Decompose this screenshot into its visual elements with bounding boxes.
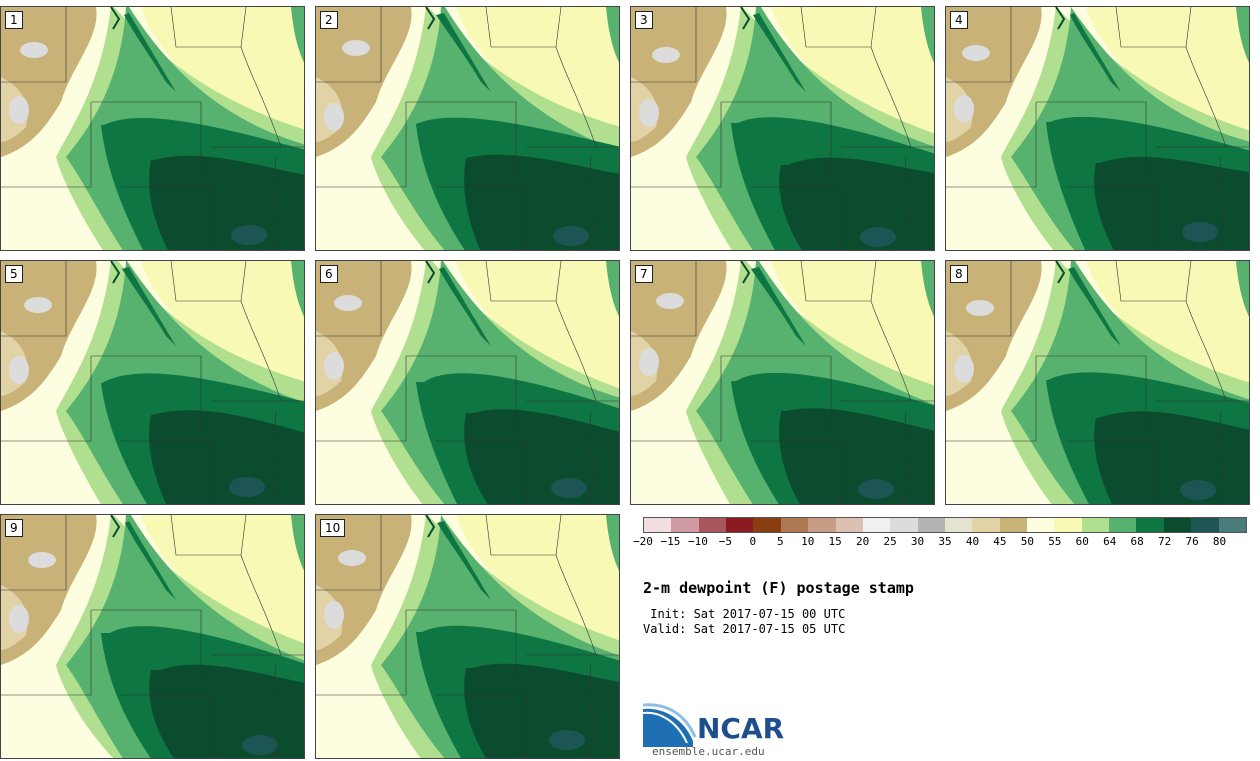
dewpoint-map [631, 261, 934, 504]
colorbar-swatch [862, 518, 891, 532]
colorbar-tick-label: 76 [1185, 535, 1199, 548]
colorbar-labels: −20 −15 −10 −5 0 5 10 15 20 25 30 35 40 45 50 55 60 64 68 7… [633, 535, 1247, 551]
colorbar-swatch [1109, 518, 1137, 532]
colorbar-tick-label: 25 [883, 535, 897, 548]
colorbar-tick-label: 55 [1048, 535, 1062, 548]
colorbar-swatch [671, 518, 699, 532]
stamp-panel-2: 2 [315, 6, 620, 251]
colorbar-swatch [1191, 518, 1219, 532]
colorbar-swatch [753, 518, 781, 532]
dewpoint-map [316, 515, 619, 758]
colorbar-tick-label: 10 [801, 535, 815, 548]
logo-text: NCAR [697, 712, 785, 745]
colorbar-swatch [1218, 518, 1246, 532]
colorbar-tick-label: 35 [938, 535, 952, 548]
colorbar-swatch [1163, 518, 1192, 532]
colorbar-tick-label: 72 [1158, 535, 1172, 548]
colorbar-swatch [780, 518, 809, 532]
dewpoint-map [946, 7, 1249, 250]
member-label: 5 [5, 265, 23, 283]
colorbar-tick-label: 20 [856, 535, 870, 548]
dewpoint-map [1, 7, 304, 250]
colorbar-tick-label: 80 [1212, 535, 1227, 548]
stamp-panel-6: 6 [315, 260, 620, 505]
ncar-logo [643, 703, 697, 747]
page-title: 2-m dewpoint (F) postage stamp [643, 579, 914, 597]
colorbar-tick-label: 0 [749, 535, 757, 548]
colorbar-swatch [1081, 518, 1110, 532]
dewpoint-map [946, 261, 1249, 504]
dewpoint-map [1, 515, 304, 758]
dewpoint-map [1, 261, 304, 504]
colorbar [643, 517, 1247, 533]
colorbar-swatch [1054, 518, 1082, 532]
colorbar-tick-label: −20 [633, 535, 653, 548]
stamp-panel-8: 8 [945, 260, 1250, 505]
member-label: 6 [320, 265, 338, 283]
colorbar-tick-label: 5 [776, 535, 784, 548]
init-time: Init: Sat 2017-07-15 00 UTC [643, 607, 846, 621]
member-label: 10 [320, 519, 346, 537]
valid-time: Valid: Sat 2017-07-15 05 UTC [643, 622, 846, 636]
colorbar-swatch [944, 518, 973, 532]
colorbar-tick-label: 50 [1020, 535, 1034, 548]
colorbar-swatch [644, 518, 672, 532]
member-label: 1 [5, 11, 23, 29]
member-label: 2 [320, 11, 338, 29]
colorbar-swatch [808, 518, 836, 532]
colorbar-tick-label: 15 [828, 535, 842, 548]
colorbar-tick-label: −10 [687, 535, 708, 548]
colorbar-swatch [1027, 518, 1055, 532]
member-label: 8 [950, 265, 968, 283]
colorbar-tick-label: 45 [993, 535, 1007, 548]
colorbar-tick-label: −5 [718, 535, 732, 548]
member-label: 4 [950, 11, 968, 29]
colorbar-swatch [917, 518, 945, 532]
colorbar-swatch [890, 518, 918, 532]
dewpoint-map [316, 7, 619, 250]
member-label: 7 [635, 265, 653, 283]
stamp-panel-3: 3 [630, 6, 935, 251]
member-label: 9 [5, 519, 23, 537]
stamp-panel-9: 9 [0, 514, 305, 759]
stamp-panel-10: 10 [315, 514, 620, 759]
stamp-panel-1: 1 [0, 6, 305, 251]
colorbar-swatch [1136, 518, 1164, 532]
colorbar-tick-label: −15 [660, 535, 681, 548]
colorbar-tick-label: 30 [910, 535, 925, 548]
colorbar-swatch [999, 518, 1028, 532]
colorbar-tick-label: 40 [965, 535, 980, 548]
colorbar-tick-label: 60 [1075, 535, 1089, 548]
colorbar-swatch [726, 518, 754, 532]
colorbar-swatch [835, 518, 863, 532]
stamp-panel-4: 4 [945, 6, 1250, 251]
colorbar-tick-label: 68 [1130, 535, 1144, 548]
colorbar-tick-label: 64 [1103, 535, 1117, 548]
stamp-panel-5: 5 [0, 260, 305, 505]
colorbar-swatch [698, 518, 727, 532]
dewpoint-map [316, 261, 619, 504]
stamp-panel-7: 7 [630, 260, 935, 505]
dewpoint-map [631, 7, 934, 250]
colorbar-swatch [972, 518, 1000, 532]
member-label: 3 [635, 11, 653, 29]
logo-site: ensemble.ucar.edu [652, 745, 765, 758]
